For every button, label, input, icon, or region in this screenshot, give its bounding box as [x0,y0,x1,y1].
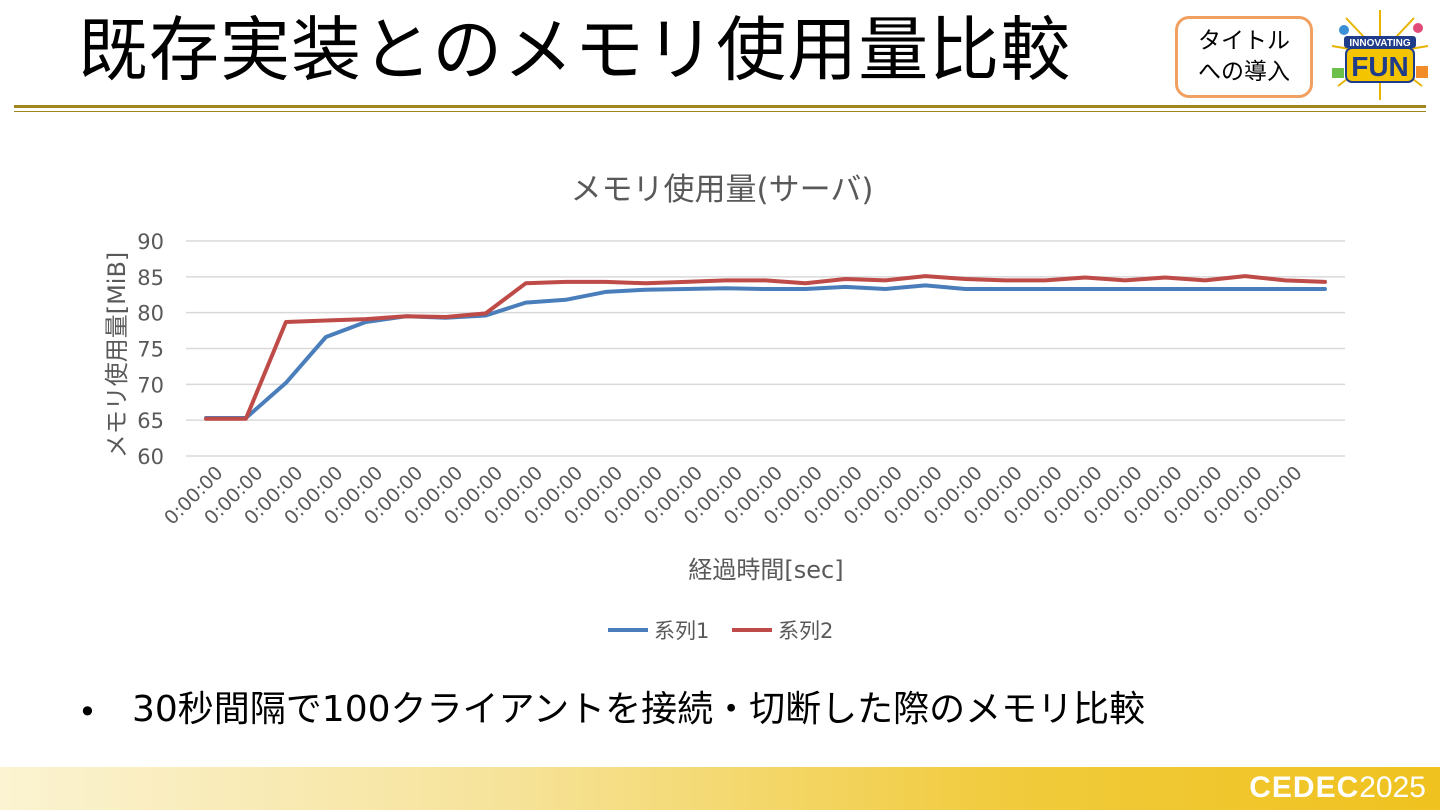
slide-title: 既存実装とのメモリ使用量比較 [78,9,1072,91]
tag-line-1: タイトル [1198,28,1290,54]
cedec-year: 2025 [1359,771,1426,804]
innovating-fun-logo: INNOVATING FUN [1331,10,1429,100]
tag-line-2: への導入 [1198,59,1290,85]
cedec-logo: CEDEC2025 [1249,770,1426,806]
legend-label-1: 系列1 [654,619,709,643]
y-tick-label: 80 [137,302,164,326]
y-axis-ticks: 90 85 80 75 70 65 60 [137,230,164,469]
logo-text-main: FUN [1351,51,1409,82]
footer-band [0,767,1440,810]
series-line-2 [204,274,1327,421]
series-line-1 [204,283,1327,420]
chart-gridlines [186,240,1345,457]
memory-usage-chart: メモリ使用量(サーバ) 90 85 80 75 70 65 60 0:00:000:00:0… [103,172,1345,643]
y-axis-label: メモリ使用量[MiB] [103,252,131,459]
legend-label-2: 系列2 [778,619,833,643]
y-tick-label: 90 [137,230,164,254]
title-intro-tag: タイトル への導入 [1175,16,1313,98]
y-tick-label: 75 [137,338,164,362]
title-rule-thin [14,111,1426,112]
y-tick-label: 60 [137,445,164,469]
bullet-marker: • [78,693,97,731]
x-axis-label: 経過時間[sec] [688,556,843,584]
y-tick-label: 70 [137,373,164,397]
cedec-brand: CEDEC [1249,771,1360,804]
y-tick-label: 85 [137,266,164,290]
bullet-text: 30秒間隔で100クライアントを接続・切断した際のメモリ比較 [132,689,1146,730]
chart-series [204,274,1327,421]
chart-title: メモリ使用量(サーバ) [571,172,874,208]
title-rule-thick [14,105,1426,108]
y-tick-label: 65 [137,409,164,433]
chart-legend: 系列1 系列2 [608,619,833,643]
x-axis-ticks: 0:00:000:00:000:00:000:00:000:00:000:00:… [160,462,1306,529]
logo-text-top: INNOVATING [1349,38,1411,49]
